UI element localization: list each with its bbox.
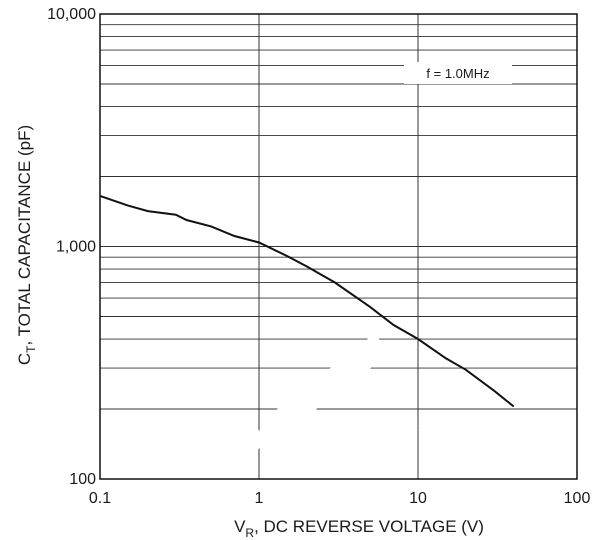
annotation-box: f = 1.0MHz bbox=[404, 62, 512, 84]
y-axis-label-main: C bbox=[15, 353, 34, 365]
x-gridlines bbox=[258, 14, 419, 479]
x-axis-label-main: V bbox=[234, 517, 246, 536]
y-axis-label: CT, TOTAL CAPACITANCE (pF) bbox=[15, 125, 38, 365]
x-tick-label: 0.1 bbox=[89, 490, 111, 507]
y-tick-label: 100 bbox=[69, 471, 96, 488]
y-tick-label: 10,000 bbox=[47, 6, 96, 23]
x-axis-label-rest: , DC REVERSE VOLTAGE (V) bbox=[254, 517, 484, 536]
y-tick-labels: 100 1,000 10,000 bbox=[47, 6, 96, 488]
x-axis-label-sub: R bbox=[245, 526, 254, 540]
x-axis-label: VR, DC REVERSE VOLTAGE (V) bbox=[234, 517, 484, 540]
y-axis-label-rest: , TOTAL CAPACITANCE (pF) bbox=[15, 125, 34, 346]
y-tick-label: 1,000 bbox=[56, 239, 96, 256]
x-tick-label: 1 bbox=[255, 490, 264, 507]
frequency-annotation: f = 1.0MHz bbox=[426, 66, 489, 81]
x-tick-labels: 0.1 1 10 100 bbox=[89, 490, 591, 507]
x-tick-label: 100 bbox=[564, 490, 591, 507]
x-tick-label: 10 bbox=[409, 490, 427, 507]
y-axis-label-sub: T bbox=[24, 345, 38, 353]
y-gridlines bbox=[100, 24, 577, 410]
series-line bbox=[99, 194, 515, 408]
watermark-ref bbox=[160, 334, 558, 540]
plot-frame bbox=[99, 13, 578, 480]
